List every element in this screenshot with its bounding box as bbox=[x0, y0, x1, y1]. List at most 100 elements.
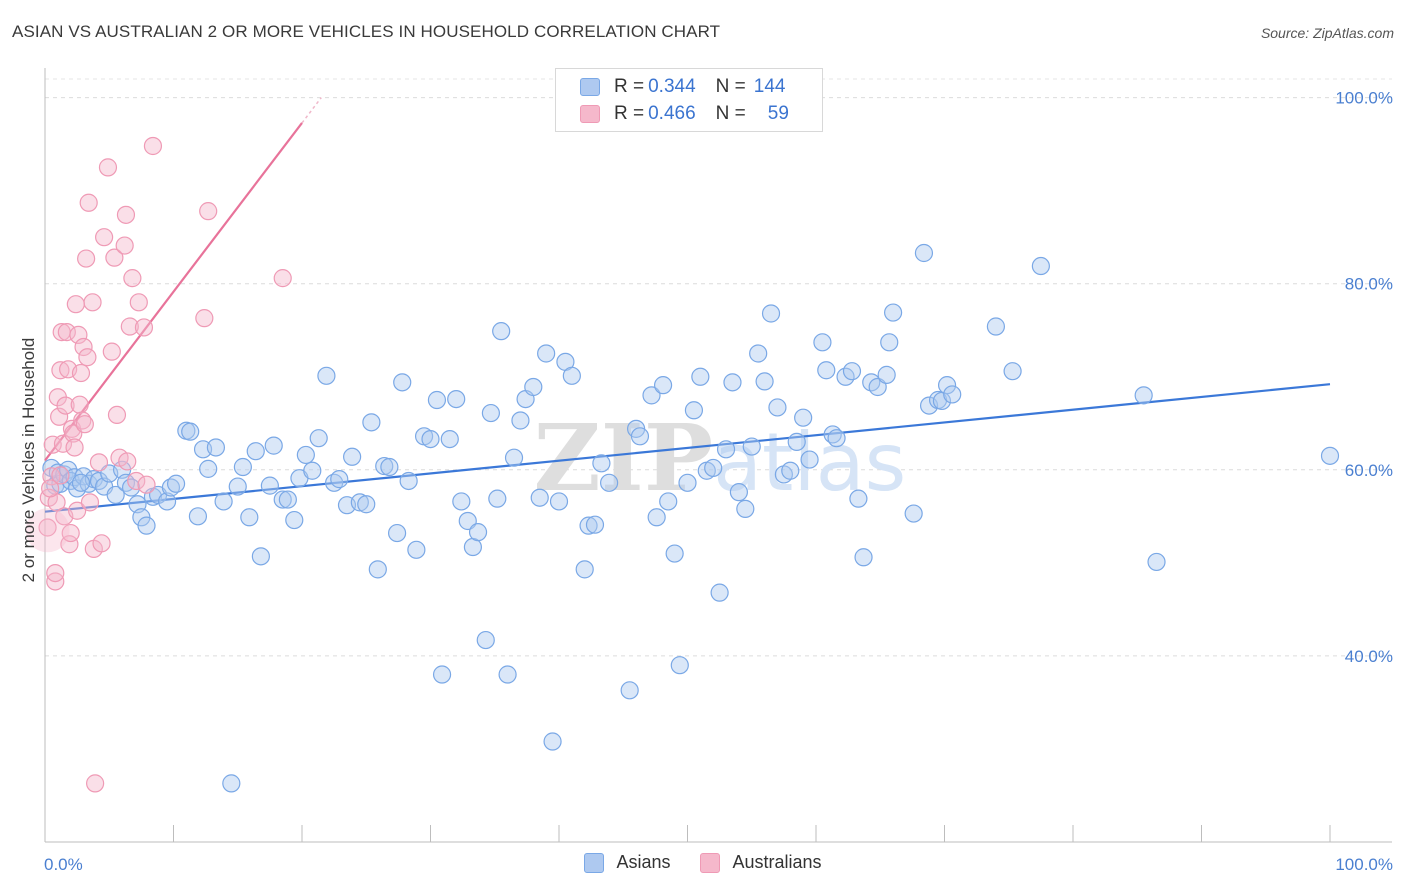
australian-point bbox=[41, 479, 60, 498]
asian-point bbox=[399, 471, 418, 491]
asian-point bbox=[849, 489, 868, 508]
australian-point bbox=[74, 337, 93, 357]
asian-point bbox=[986, 317, 1006, 336]
axes bbox=[44, 68, 1392, 843]
legend-item-australians[interactable]: Australians bbox=[700, 852, 822, 873]
legend-swatch-asians bbox=[584, 852, 605, 873]
australian-point bbox=[105, 248, 124, 267]
australian-point bbox=[68, 501, 87, 520]
australian-point bbox=[56, 396, 75, 415]
australian-point bbox=[115, 236, 134, 255]
asian-point bbox=[943, 385, 962, 404]
asian-point bbox=[362, 413, 381, 432]
asian-point bbox=[842, 362, 862, 381]
asian-point bbox=[710, 583, 729, 602]
asian-point bbox=[468, 523, 488, 542]
asian-point bbox=[273, 490, 292, 509]
asian-point bbox=[511, 411, 530, 430]
y-tick-label: 40.0% bbox=[1345, 647, 1393, 666]
australian-trend-extension bbox=[301, 97, 322, 124]
asian-point bbox=[285, 510, 304, 530]
australian-point bbox=[50, 407, 69, 426]
asian-point bbox=[817, 361, 836, 380]
asian-point bbox=[620, 681, 639, 700]
asian-point bbox=[1147, 552, 1166, 572]
australian-point bbox=[51, 361, 70, 380]
legend-swatch-australians bbox=[580, 105, 600, 123]
asian-point bbox=[592, 454, 611, 473]
asian-point bbox=[166, 474, 186, 493]
asian-point bbox=[768, 398, 787, 417]
asian-point bbox=[309, 429, 328, 448]
asian-point bbox=[233, 457, 252, 477]
asian-point bbox=[278, 490, 297, 509]
asian-point bbox=[432, 665, 452, 684]
source-label: Source: ZipAtlas.com bbox=[1260, 25, 1394, 41]
australian-point bbox=[98, 158, 118, 177]
australian-point bbox=[199, 202, 218, 221]
asian-point bbox=[755, 372, 774, 391]
asian-point bbox=[761, 304, 781, 323]
legend-item-asians[interactable]: Asians bbox=[584, 852, 670, 873]
asian-point bbox=[1134, 386, 1153, 405]
asian-point bbox=[393, 373, 412, 392]
grid-lines bbox=[45, 78, 1392, 657]
asian-point bbox=[1003, 362, 1022, 381]
asian-point bbox=[330, 470, 349, 489]
asian-point bbox=[498, 665, 517, 684]
australian-point bbox=[61, 523, 80, 543]
australian-point bbox=[78, 348, 97, 367]
legend-r-value: 0.344 bbox=[648, 76, 696, 97]
asian-point bbox=[704, 458, 723, 478]
watermark-atlas: atlas bbox=[713, 416, 906, 509]
asian-point bbox=[1031, 256, 1050, 276]
asian-point bbox=[264, 436, 283, 455]
asian-point bbox=[206, 438, 226, 457]
australian-point bbox=[95, 228, 114, 247]
australian-point bbox=[89, 453, 109, 472]
asian-point bbox=[387, 523, 407, 543]
asian-point bbox=[89, 471, 109, 491]
asian-point bbox=[458, 511, 477, 531]
asian-point bbox=[530, 488, 549, 507]
x-tick-label: 100.0% bbox=[1335, 855, 1393, 874]
australian-point bbox=[69, 325, 88, 344]
asian-point bbox=[736, 499, 755, 518]
asian-point bbox=[914, 243, 934, 263]
australian-point bbox=[70, 395, 89, 414]
australian-point bbox=[120, 317, 139, 336]
legend-row-asians: R = 0.344 N = 144 bbox=[580, 75, 785, 99]
australian-point bbox=[86, 774, 105, 793]
australian-point bbox=[66, 295, 85, 314]
legend-n-label: N = bbox=[715, 76, 746, 97]
asian-point bbox=[427, 390, 447, 410]
australian-point bbox=[273, 269, 292, 288]
legend-row-australians: R = 0.466 N = 59 bbox=[580, 102, 789, 126]
y-tick-label: 80.0% bbox=[1345, 275, 1393, 294]
australian-point bbox=[79, 193, 98, 212]
asian-point bbox=[600, 473, 619, 492]
asian-point bbox=[678, 473, 697, 492]
asian-point bbox=[440, 429, 459, 449]
australian-point bbox=[75, 415, 94, 434]
asian-point bbox=[684, 401, 704, 420]
asian-point bbox=[729, 483, 749, 502]
asian-point bbox=[723, 373, 742, 392]
asian-point bbox=[375, 456, 394, 476]
australian-point bbox=[137, 475, 156, 494]
asian-point bbox=[749, 344, 768, 363]
asian-point bbox=[492, 322, 511, 341]
asian-point bbox=[481, 403, 500, 423]
asian-point bbox=[883, 303, 903, 322]
asian-point bbox=[575, 560, 594, 579]
australian-point bbox=[65, 438, 84, 457]
legend-r-label: R = bbox=[614, 76, 645, 97]
legend-swatch-australians bbox=[700, 852, 721, 873]
asian-point bbox=[246, 442, 265, 461]
australian-point bbox=[51, 466, 70, 485]
watermark: ZIPatlas bbox=[534, 404, 907, 512]
asian-point bbox=[71, 473, 91, 492]
y-tick-label: 100.0% bbox=[1335, 89, 1393, 108]
asian-point bbox=[585, 515, 605, 534]
asian-point bbox=[781, 461, 800, 480]
